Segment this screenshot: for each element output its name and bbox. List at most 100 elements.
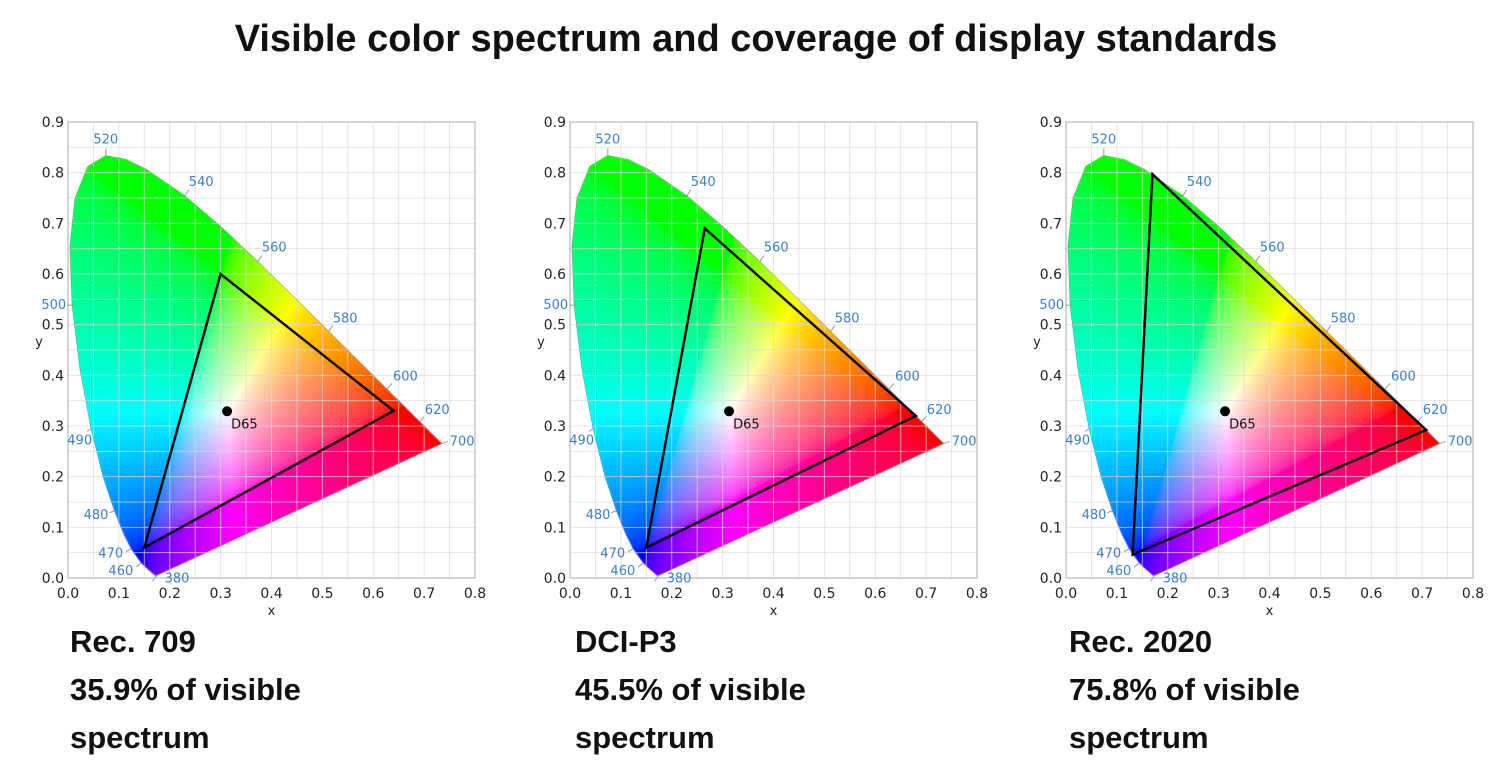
x-tick-label: 0.5 [813, 586, 835, 602]
spectral-locus-outline [1067, 155, 1441, 576]
wavelength-label: 520 [1091, 133, 1116, 148]
y-tick-label: 0.5 [42, 318, 64, 334]
wavelength-tick [109, 510, 115, 514]
x-tick-label: 0.7 [1411, 586, 1433, 602]
caption-coverage: 35.9% of visible [70, 672, 301, 707]
wavelength-tick [328, 325, 334, 332]
y-tick-label: 0.4 [1040, 368, 1062, 384]
y-axis-label: y [537, 335, 545, 350]
y-tick-label: 0.4 [42, 368, 64, 384]
wavelength-label: 470 [600, 547, 625, 562]
x-tick-label: 0.1 [108, 586, 130, 602]
wavelength-label: 520 [595, 133, 620, 148]
wavelength-tick [386, 382, 393, 390]
wavelength-label: 580 [1331, 311, 1356, 326]
wavelength-tick [1084, 428, 1090, 432]
caption-coverage: 75.8% of visible [1069, 672, 1300, 707]
white-point-marker [1220, 406, 1231, 417]
wavelength-tick [125, 548, 132, 553]
x-axis-label: x [1266, 604, 1274, 619]
white-point-label: D65 [231, 417, 258, 432]
wavelength-tick [135, 562, 142, 568]
spectral-locus-outline [69, 155, 443, 576]
chart-overlay: 0.0 0.1 0.2 0.3 0.4 0.5 0.6 0.7 0.8 0.0 0.1 0.2 0.3 0… [35, 115, 486, 619]
wavelength-tick [627, 548, 634, 553]
x-tick-label: 0.1 [610, 586, 632, 602]
wavelength-label: 600 [895, 369, 920, 384]
x-tick-label: 0.6 [362, 586, 384, 602]
wavelength-label: 560 [1260, 241, 1285, 256]
wavelength-label: 620 [927, 403, 952, 418]
x-tick-label: 0.0 [1055, 586, 1077, 602]
y-axis-label: y [35, 335, 43, 350]
caption-name: DCI-P3 [575, 624, 677, 659]
wavelength-label: 460 [610, 564, 635, 579]
x-tick-label: 0.4 [260, 586, 282, 602]
x-tick-label: 0.1 [1106, 586, 1128, 602]
x-tick-label: 0.3 [1207, 586, 1229, 602]
x-tick-label: 0.8 [966, 586, 988, 602]
caption-rec2020: Rec. 2020 75.8% of visible spectrum [1069, 618, 1300, 762]
wavelength-label: 490 [67, 434, 92, 449]
y-tick-label: 0.4 [544, 368, 566, 384]
x-tick-label: 0.6 [864, 586, 886, 602]
y-tick-label: 0.7 [544, 216, 566, 232]
wavelength-label: 490 [569, 434, 594, 449]
wavelength-tick [1384, 382, 1391, 390]
y-tick-label: 0.1 [544, 520, 566, 536]
wavelength-label: 620 [425, 403, 450, 418]
y-tick-label: 0.3 [544, 419, 566, 435]
y-tick-label: 0.3 [1040, 419, 1062, 435]
wavelength-tick [759, 255, 765, 262]
white-point-marker [724, 406, 735, 417]
gamut-triangle [1131, 171, 1429, 557]
y-tick-label: 0.2 [42, 470, 64, 486]
y-tick-label: 0.3 [42, 419, 64, 435]
x-tick-label: 0.2 [159, 586, 181, 602]
x-tick-label: 0.2 [661, 586, 683, 602]
chart-overlay: 0.0 0.1 0.2 0.3 0.4 0.5 0.6 0.7 0.8 0.0 0.1 0.2 0.3 0… [537, 115, 988, 619]
plot-frame [569, 121, 978, 579]
wavelength-tick [1326, 325, 1332, 332]
caption-coverage-cont: spectrum [1069, 720, 1209, 755]
plot-dci-p3: 0.0 0.1 0.2 0.3 0.4 0.5 0.6 0.7 0.8 0.0 0.1 0.2 0.3 0… [537, 115, 988, 619]
caption-coverage-cont: spectrum [70, 720, 210, 755]
x-tick-label: 0.3 [711, 586, 733, 602]
wavelength-tick [943, 441, 950, 445]
wavelength-tick [611, 510, 617, 514]
wavelength-tick [86, 428, 92, 432]
wavelength-tick [888, 382, 895, 390]
y-axis-label: y [1033, 335, 1041, 350]
wavelength-tick [921, 416, 927, 423]
wavelength-label: 540 [189, 175, 214, 190]
y-tick-label: 0.8 [544, 166, 566, 182]
wavelength-tick [1123, 548, 1130, 553]
y-tick-label: 0.5 [1040, 318, 1062, 334]
wavelength-tick [1150, 575, 1155, 582]
wavelength-tick [588, 428, 594, 432]
wavelength-tick [1439, 441, 1446, 445]
chart-overlay: 0.0 0.1 0.2 0.3 0.4 0.5 0.6 0.7 0.8 0.0 0.1 0.2 0.3 0… [1033, 115, 1484, 619]
white-point-label: D65 [1229, 417, 1256, 432]
wavelength-label: 500 [1039, 298, 1064, 313]
y-tick-label: 0.2 [544, 470, 566, 486]
x-tick-label: 0.5 [311, 586, 333, 602]
wavelength-label: 380 [165, 571, 190, 586]
wavelength-label: 480 [84, 508, 109, 523]
caption-name: Rec. 2020 [1069, 624, 1213, 659]
y-tick-label: 0.7 [42, 216, 64, 232]
y-tick-label: 0.7 [1040, 216, 1062, 232]
wavelength-label: 500 [41, 298, 66, 313]
plot-frame [1065, 121, 1474, 579]
wavelength-tick [1107, 510, 1113, 514]
wavelength-label: 620 [1423, 403, 1448, 418]
y-tick-label: 0.8 [42, 166, 64, 182]
x-tick-label: 0.8 [1462, 586, 1484, 602]
y-tick-label: 0.9 [1040, 115, 1062, 131]
x-tick-label: 0.7 [413, 586, 435, 602]
x-tick-label: 0.8 [464, 586, 486, 602]
caption-coverage-cont: spectrum [575, 720, 715, 755]
y-tick-label: 0.0 [42, 571, 64, 587]
wavelength-tick [686, 189, 692, 197]
